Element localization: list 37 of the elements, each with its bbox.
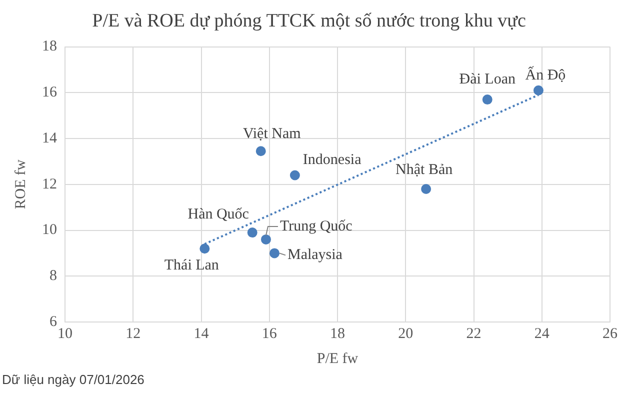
y-tick-label: 6 — [50, 314, 58, 330]
annotation: Việt Nam — [242, 126, 302, 142]
text: Dữ liệu ngày 07/01/2026 — [1, 372, 146, 387]
point — [200, 244, 210, 254]
y-tick-label: 10 — [42, 222, 57, 238]
point — [260, 234, 271, 244]
point — [290, 170, 300, 180]
y-tick-label: 8 — [50, 268, 57, 284]
annotation: Hàn Quốc — [188, 206, 250, 222]
annotation: Đài Loan — [459, 71, 516, 88]
x-tick-label: 24 — [534, 326, 550, 342]
y-tick-label: 12 — [42, 176, 57, 192]
x-tick-label: 14 — [194, 326, 210, 342]
x-tick-label: 20 — [398, 326, 414, 342]
point — [247, 228, 258, 238]
annotation: Thái Lan — [164, 258, 220, 274]
x-tick-label: 18 — [330, 326, 345, 342]
annotation: Malaysia — [287, 247, 343, 264]
annotation: Nhật Bản — [396, 162, 454, 178]
point — [269, 248, 280, 258]
annotation: Indonesia — [302, 152, 362, 168]
annotation: Ấn Độ — [525, 65, 566, 84]
point — [533, 85, 544, 96]
x-tick-label: 26 — [602, 326, 618, 342]
y-tick-label: 16 — [42, 84, 58, 101]
y-axis-title: ROE fw — [12, 159, 29, 210]
x-tick-label: 16 — [262, 326, 278, 342]
x-axis-title: P/E fw — [316, 350, 358, 367]
point — [421, 184, 432, 194]
point — [482, 94, 492, 105]
point — [256, 146, 266, 156]
x-tick-label: 12 — [126, 326, 141, 342]
y-tick-label: 18 — [42, 38, 57, 55]
chart-title: P/E và ROE dự phóng TTCK một số nước trong khu vực — [92, 10, 526, 32]
x-tick-label: 22 — [466, 326, 482, 342]
y-tick-label: 14 — [42, 130, 58, 146]
annotation: Trung Quốc — [280, 218, 353, 234]
